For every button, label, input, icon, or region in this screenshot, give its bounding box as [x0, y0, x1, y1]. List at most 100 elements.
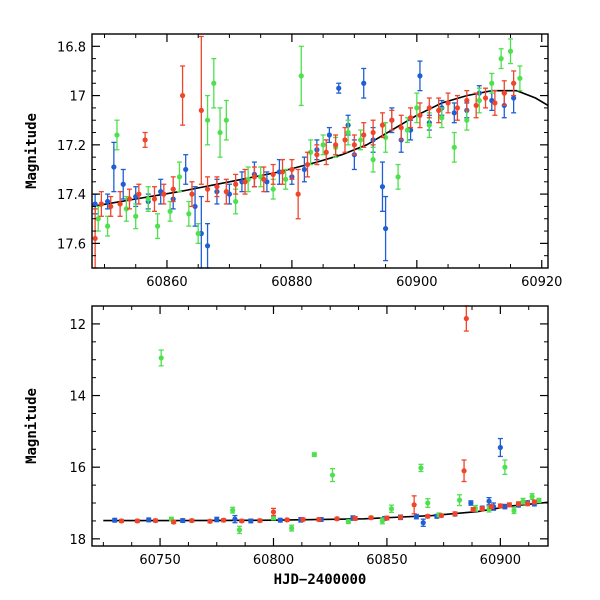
- data-point: [198, 35, 204, 185]
- y-tick-label: 17.4: [57, 188, 86, 203]
- data-point: [411, 495, 417, 515]
- data-point: [146, 517, 152, 523]
- bottom-panel: 60750 60800 60850 60900 12 14 16 18 Magnitude H…: [24, 305, 549, 588]
- data-marker: [248, 518, 254, 524]
- data-point: [270, 163, 276, 185]
- data-point: [323, 139, 329, 166]
- data-marker: [438, 512, 444, 519]
- data-marker: [236, 527, 243, 533]
- data-point: [451, 131, 457, 163]
- data-marker: [204, 243, 211, 249]
- data-point: [264, 171, 270, 193]
- data-marker: [134, 518, 140, 524]
- data-marker: [316, 516, 322, 523]
- data-marker: [152, 517, 159, 524]
- data-point: [248, 518, 254, 524]
- data-point: [517, 65, 523, 92]
- data-point: [497, 437, 503, 458]
- data-point: [329, 467, 336, 483]
- data-point: [501, 80, 507, 107]
- data-point: [333, 134, 339, 156]
- data-marker: [511, 95, 517, 101]
- top-y-axis-label: Magnitude: [24, 113, 40, 189]
- data-point: [261, 166, 267, 193]
- data-point: [284, 517, 290, 523]
- data-marker: [358, 137, 364, 143]
- bottom-ticks-layer: 60750 60800 60850 60900 12 14 16 18: [69, 305, 548, 568]
- data-point: [220, 517, 227, 523]
- data-marker: [158, 355, 164, 361]
- data-marker: [289, 525, 295, 531]
- data-marker: [417, 73, 423, 79]
- data-point: [211, 57, 217, 109]
- y-tick-label: 18: [69, 533, 86, 548]
- data-marker: [283, 176, 289, 182]
- data-point: [379, 112, 386, 139]
- data-point: [134, 518, 140, 524]
- data-point: [105, 193, 111, 210]
- data-marker: [397, 514, 404, 520]
- bottom-x-axis-label: HJD−2400000: [274, 572, 367, 588]
- data-marker: [298, 73, 304, 79]
- data-marker: [352, 515, 358, 522]
- data-marker: [506, 502, 513, 508]
- data-marker: [198, 107, 204, 113]
- data-point: [167, 200, 173, 222]
- data-marker: [492, 100, 498, 106]
- data-marker: [279, 169, 286, 175]
- data-marker: [426, 105, 432, 111]
- data-point: [486, 496, 492, 506]
- data-marker: [233, 181, 239, 187]
- data-point: [186, 200, 192, 227]
- data-point: [230, 506, 236, 514]
- data-point: [118, 518, 125, 524]
- data-marker: [170, 186, 176, 192]
- data-marker: [389, 117, 395, 123]
- data-marker: [146, 517, 152, 523]
- data-marker: [486, 498, 492, 504]
- data-point: [413, 513, 420, 520]
- data-point: [120, 168, 126, 200]
- data-point: [454, 94, 461, 121]
- data-point: [232, 514, 238, 524]
- data-marker: [382, 134, 389, 141]
- data-point: [352, 515, 358, 522]
- data-marker: [95, 216, 101, 222]
- data-marker: [333, 142, 339, 148]
- data-marker: [314, 152, 320, 158]
- data-point: [171, 519, 177, 525]
- data-point: [95, 205, 101, 232]
- data-marker: [342, 137, 348, 143]
- data-point: [384, 515, 390, 521]
- data-marker: [517, 75, 523, 81]
- data-marker: [232, 516, 238, 522]
- data-marker: [92, 201, 98, 207]
- data-marker: [295, 191, 301, 197]
- data-point: [179, 65, 186, 126]
- data-point: [502, 459, 508, 476]
- data-point: [351, 134, 357, 156]
- data-marker: [98, 201, 104, 207]
- data-marker: [418, 465, 424, 471]
- data-marker: [413, 514, 420, 520]
- data-marker: [326, 132, 332, 138]
- data-point: [314, 144, 320, 166]
- data-marker: [204, 117, 211, 123]
- x-tick-label: 60850: [366, 553, 407, 568]
- data-point: [414, 92, 420, 124]
- data-point: [236, 525, 243, 535]
- data-point: [404, 117, 411, 144]
- data-point: [379, 517, 385, 525]
- data-marker: [114, 132, 120, 138]
- data-marker: [257, 517, 263, 524]
- data-marker: [531, 499, 537, 505]
- data-point: [192, 186, 198, 227]
- data-marker: [411, 502, 417, 508]
- bottom-y-axis-label: Magnitude: [24, 388, 40, 464]
- data-point: [370, 119, 376, 146]
- data-marker: [524, 501, 531, 507]
- data-point: [425, 513, 431, 519]
- data-point: [456, 494, 463, 507]
- y-tick-label: 12: [69, 318, 86, 333]
- data-marker: [463, 315, 469, 322]
